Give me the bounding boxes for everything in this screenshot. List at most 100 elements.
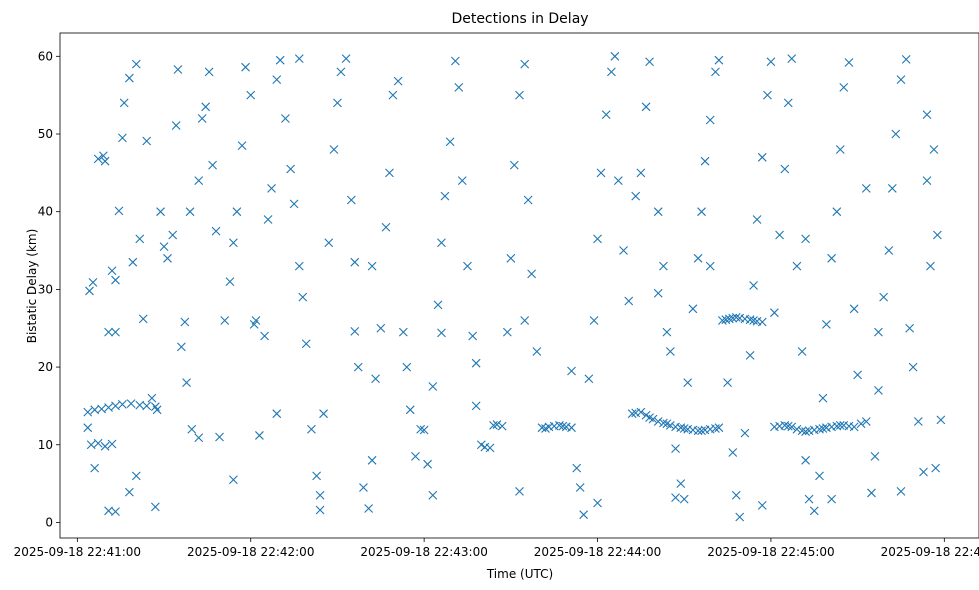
detection-point: [445, 137, 455, 147]
detection-point: [88, 278, 98, 287]
detection-point: [241, 62, 250, 72]
detection-point: [636, 168, 646, 178]
detection-point: [385, 168, 394, 178]
detection-point: [319, 409, 328, 419]
detection-point: [532, 347, 542, 356]
detection-point: [215, 432, 224, 442]
detection-point: [801, 427, 810, 436]
detection-point: [593, 234, 602, 244]
detection-point: [662, 327, 672, 337]
detection-point: [844, 58, 854, 67]
y-tick-label: 10: [38, 438, 53, 452]
detection-point: [792, 261, 802, 271]
detection-point: [485, 443, 495, 453]
detection-point: [307, 424, 316, 434]
detection-point: [126, 399, 136, 408]
detection-point: [818, 424, 828, 433]
detection-point: [263, 215, 273, 224]
detection-point: [665, 347, 675, 356]
detection-point: [801, 234, 810, 244]
detection-point: [107, 439, 117, 449]
detection-point: [173, 65, 183, 74]
detection-point: [717, 316, 727, 325]
detection-point: [683, 378, 693, 388]
detection-point: [463, 261, 472, 271]
x-axis-ticks: 2025-09-18 22:41:00 2025-09-18 22:42:00 20…: [14, 538, 979, 559]
detection-point: [329, 145, 339, 154]
detection-point: [867, 488, 876, 498]
detection-point: [558, 421, 568, 431]
detection-point: [624, 296, 634, 306]
detection-point: [312, 471, 322, 481]
detection-point: [350, 326, 360, 336]
detection-point: [665, 420, 675, 430]
detection-point: [861, 417, 871, 426]
y-tick-label: 0: [45, 515, 53, 529]
detection-point: [315, 490, 325, 500]
detection-point: [731, 312, 741, 322]
detection-point: [187, 424, 197, 434]
detection-point: [100, 156, 110, 166]
detection-point: [849, 304, 859, 314]
detection-point: [428, 382, 438, 391]
detection-point: [636, 407, 646, 417]
detection-point: [775, 230, 784, 240]
detection-point: [926, 261, 935, 271]
detection-point: [249, 319, 259, 329]
detection-point: [711, 424, 720, 433]
detection-point: [901, 55, 911, 64]
detection-point: [163, 253, 172, 263]
detection-point: [301, 339, 311, 349]
detection-point: [367, 261, 377, 271]
detection-point: [818, 393, 828, 403]
detection-point: [128, 257, 138, 267]
detection-point: [204, 67, 214, 77]
detection-point: [745, 315, 755, 325]
detection-point: [849, 422, 859, 432]
detection-point: [627, 409, 637, 419]
detection-point: [693, 426, 703, 436]
detection-point: [315, 505, 325, 515]
detection-point: [142, 401, 152, 411]
y-tick-label: 30: [38, 282, 53, 296]
detection-point: [567, 423, 576, 433]
detection-point: [402, 362, 412, 372]
detection-point: [891, 129, 901, 139]
detection-point: [832, 421, 842, 431]
detection-point: [572, 463, 582, 473]
detection-point: [97, 404, 107, 414]
detection-point: [142, 136, 152, 146]
detection-point: [381, 222, 391, 232]
detection-point: [138, 314, 148, 324]
y-tick-label: 40: [38, 205, 53, 219]
detection-point: [220, 316, 230, 325]
detection-point: [98, 151, 108, 161]
detection-point: [246, 90, 256, 100]
detection-point: [653, 288, 663, 298]
detection-point: [766, 57, 776, 67]
detection-point: [870, 452, 880, 461]
detection-point: [809, 506, 819, 516]
detection-point: [260, 331, 269, 341]
detection-point: [289, 199, 299, 209]
detection-point: [619, 246, 628, 255]
detection-point: [804, 494, 814, 504]
detection-point: [856, 419, 866, 429]
detection-point: [641, 102, 651, 112]
detection-point: [579, 510, 589, 520]
data-points: [83, 51, 946, 522]
detection-point: [659, 418, 668, 428]
detection-point: [520, 59, 530, 69]
detection-point: [119, 98, 129, 108]
detection-point: [324, 238, 334, 248]
detection-point: [114, 206, 124, 216]
detection-point: [839, 82, 849, 92]
detection-point: [232, 207, 242, 217]
detection-point: [653, 207, 663, 217]
x-tick-label: 2025-09-18 22:41:00: [14, 545, 141, 559]
detection-point: [584, 374, 594, 384]
detection-point: [350, 257, 360, 267]
detection-point: [90, 405, 100, 415]
detection-point: [208, 160, 217, 170]
y-tick-label: 20: [38, 360, 53, 374]
